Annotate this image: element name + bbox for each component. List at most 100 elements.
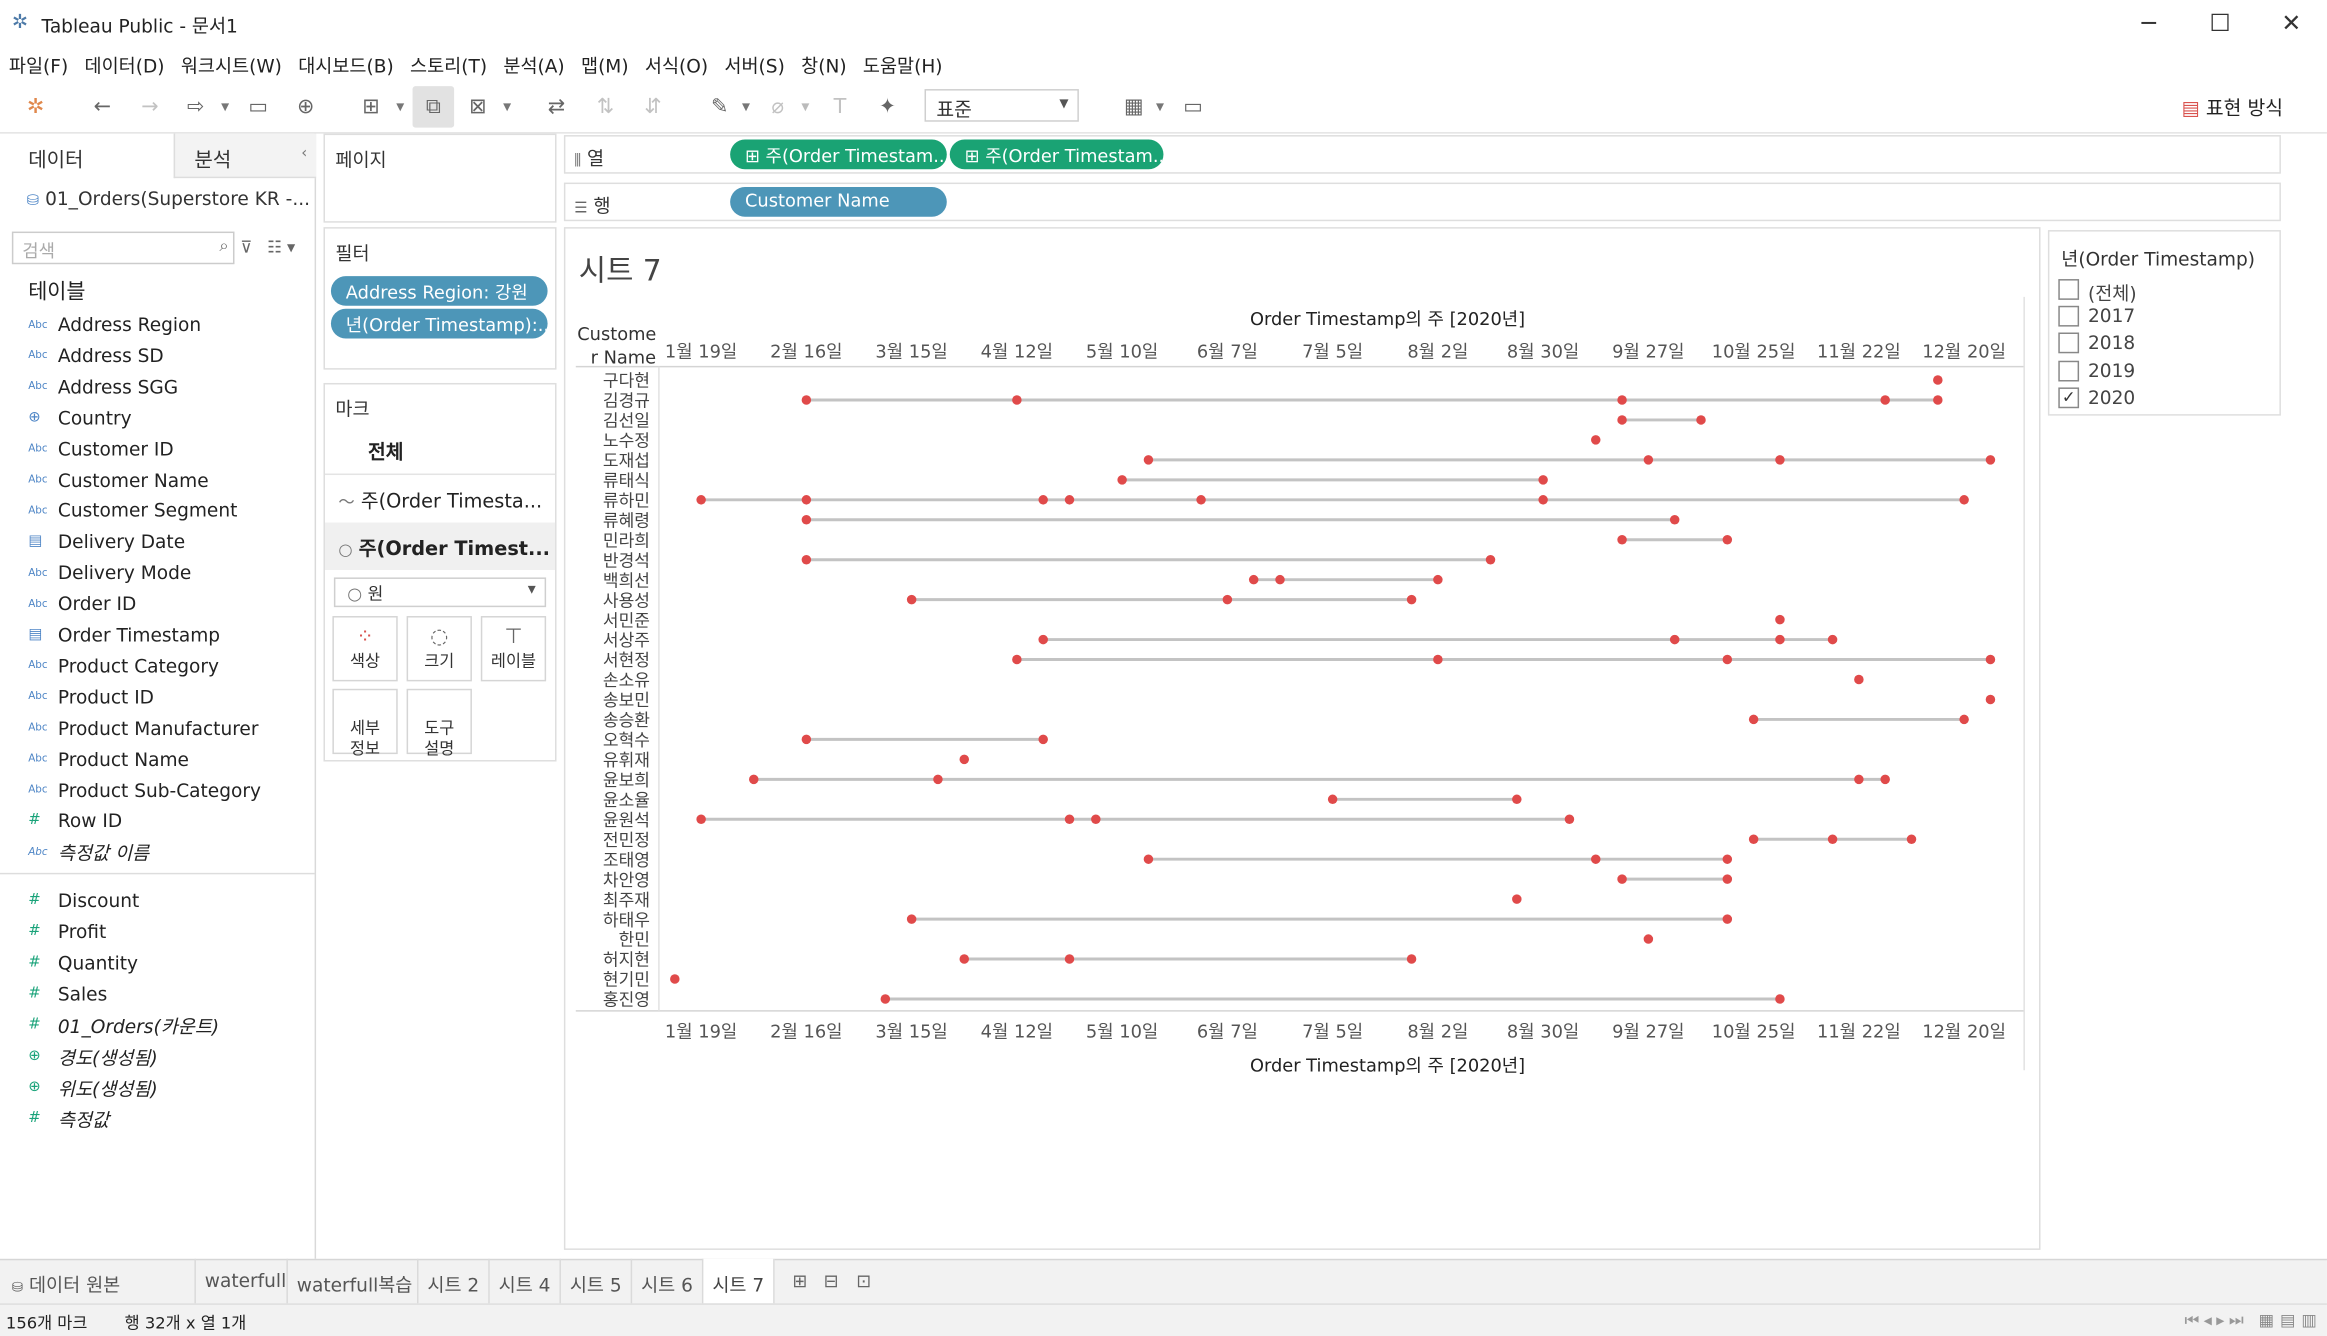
order-dot[interactable] [959,954,970,964]
view-toggle-icons[interactable]: ▦▤▥ [2258,1310,2323,1331]
new-story-tab-icon[interactable]: ⊡ [856,1270,872,1292]
search-input[interactable]: 검색 ⌕ [11,231,235,265]
dimension-field-10[interactable]: ▤ Order Timestamp [28,619,220,650]
order-dot[interactable] [1748,834,1759,844]
dimension-field-4[interactable]: Abc Customer ID [28,433,173,464]
show-mark-labels-icon[interactable]: T [833,95,847,119]
order-dot[interactable] [1669,515,1680,525]
dimension-field-7[interactable]: ▤ Delivery Date [28,526,185,557]
year-checkbox-0[interactable] [2058,279,2080,300]
order-dot[interactable] [1854,774,1864,785]
datasource-tab[interactable]: ⛁ 데이터 원본 [0,1258,196,1304]
menu-item-9[interactable]: 창(N) [801,54,847,77]
view-options-icon[interactable]: ☷ ▾ [267,237,296,257]
order-dot[interactable] [1327,794,1338,805]
order-dot[interactable] [696,814,706,825]
order-dot[interactable] [1012,395,1022,405]
column-pill-2[interactable]: ⊞ 주(Order Timestam.. [949,139,1164,170]
order-dot[interactable] [1617,395,1627,405]
order-dot[interactable] [1038,734,1048,745]
order-dot[interactable] [1248,574,1259,585]
menu-item-1[interactable]: 데이터(D) [84,54,165,77]
order-dot[interactable] [1775,994,1785,1004]
dumbbell-chart[interactable]: Custome r Name Order Timestamp의 주 [2020년] O… [564,289,2041,1098]
marks-layer-line[interactable]: 〜 주(Order Timesta... [338,485,542,513]
chevron-down-icon[interactable]: ▼ [801,100,810,113]
order-dot[interactable] [1985,455,1996,465]
order-dot[interactable] [1696,415,1706,425]
order-dot[interactable] [1775,634,1785,645]
menu-item-0[interactable]: 파일(F) [8,54,69,77]
dimension-field-17[interactable]: Abc 측정값 이름 [28,836,149,867]
size-button[interactable]: ◌ 크기 [406,616,472,682]
order-dot[interactable] [1143,455,1154,465]
order-dot[interactable] [1538,495,1548,505]
order-dot[interactable] [906,914,917,924]
order-dot[interactable] [1591,435,1601,445]
measure-field-2[interactable]: # Quantity [28,947,138,978]
sheet-tab-6[interactable]: 시트 7 [703,1258,775,1304]
sort-ascending-icon[interactable]: ⇅ [596,95,615,119]
measure-field-4[interactable]: #01_Orders(카운트) [28,1009,219,1040]
measure-field-7[interactable]: # 측정값 [28,1102,109,1133]
highlight-icon[interactable]: ✎ [711,95,729,119]
dimension-field-2[interactable]: Abc Address SGG [28,371,178,402]
order-dot[interactable] [1617,874,1627,884]
order-dot[interactable] [1538,475,1548,485]
pages-card[interactable]: 페이지 [323,133,557,223]
dimension-field-9[interactable]: Abc Order ID [28,588,136,619]
order-dot[interactable] [1064,954,1075,964]
dimension-field-6[interactable]: Abc Customer Segment [28,495,237,526]
columns-shelf[interactable]: ⫼ 열 [563,135,2281,174]
order-dot[interactable] [1933,395,1943,405]
dimension-field-3[interactable]: ⊕ Country [28,402,131,433]
order-dot[interactable] [880,994,891,1004]
order-dot[interactable] [1827,834,1838,844]
menu-item-10[interactable]: 도움말(H) [862,54,943,77]
dimension-field-13[interactable]: Abc Product Manufacturer [28,712,258,743]
order-dot[interactable] [959,754,970,765]
sheet-tab-0[interactable]: waterfull [196,1258,288,1304]
sheet-tab-2[interactable]: 시트 2 [418,1258,490,1304]
save-icon[interactable]: ▭ [248,95,269,119]
year-checkbox-1[interactable] [2058,306,2080,327]
tooltip-button[interactable]: 도구 설명 [406,688,472,759]
rows-shelf[interactable]: ☰ 행 [563,182,2281,222]
tableau-home-icon[interactable]: ✲ [26,95,45,119]
dimension-field-11[interactable]: Abc Product Category [28,650,219,681]
duplicate-sheet-icon[interactable]: ⧉ [412,86,455,128]
order-dot[interactable] [1669,634,1680,645]
label-button[interactable]: ⊤ 레이블 [480,616,547,682]
order-dot[interactable] [801,554,812,565]
order-dot[interactable] [749,774,759,785]
order-dot[interactable] [696,495,706,505]
year-checkbox-2[interactable] [2058,333,2080,354]
menu-item-4[interactable]: 스토리(T) [410,54,488,77]
order-dot[interactable] [1038,634,1048,645]
order-dot[interactable] [1959,495,1969,505]
order-dot[interactable] [1406,594,1417,605]
column-pill-1[interactable]: ⊞ 주(Order Timestam.. [730,139,947,170]
swap-rows-columns-icon[interactable]: ⇄ [547,95,566,119]
dimension-field-0[interactable]: Abc Address Region [28,309,201,340]
order-dot[interactable] [1591,854,1601,864]
fit-select[interactable]: 표준 ▼ [924,89,1079,122]
order-dot[interactable] [801,395,812,405]
sort-descending-icon[interactable]: ⇵ [644,95,662,119]
new-worksheet-tab-icon[interactable]: ⊞ [792,1270,808,1292]
measure-field-6[interactable]: ⊕ 위도(생성됨) [28,1071,158,1102]
close-button[interactable]: ✕ [2281,8,2302,38]
order-dot[interactable] [801,515,812,525]
undo-icon[interactable]: ← [93,95,112,119]
order-dot[interactable] [1433,574,1443,585]
order-dot[interactable] [801,495,812,505]
filter-pill-region[interactable]: Address Region: 강원 [330,276,548,306]
order-dot[interactable] [1880,395,1890,405]
order-dot[interactable] [933,774,943,785]
tab-analysis[interactable]: 분석 ‹ [173,133,317,179]
year-checkbox-3[interactable] [2058,360,2080,381]
filter-pill-year[interactable]: 년(Order Timestamp):.. [330,308,548,339]
order-dot[interactable] [1722,874,1733,884]
order-dot[interactable] [1617,415,1627,425]
sheet-tab-3[interactable]: 시트 4 [490,1258,561,1304]
